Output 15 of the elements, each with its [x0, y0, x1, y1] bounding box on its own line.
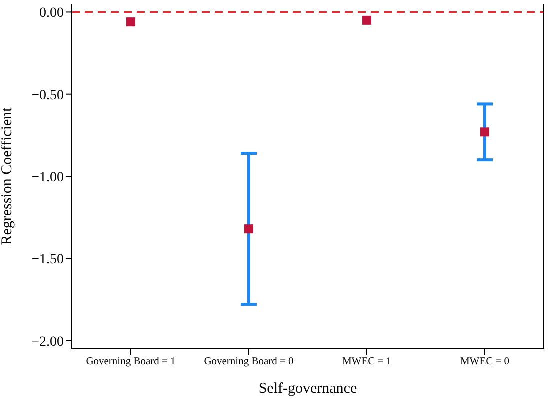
point	[244, 224, 254, 234]
y-tick-label: −2.00	[32, 334, 64, 350]
point	[362, 16, 372, 25]
y-axis-title: Regression Coefficient	[0, 106, 16, 246]
x-axis-title: Self-governance	[258, 381, 358, 397]
point	[126, 18, 136, 27]
x-tick-label: Governing Board = 1	[86, 356, 176, 368]
x-tick-label: MWEC = 1	[342, 356, 392, 368]
x-tick-label: Governing Board = 0	[204, 356, 294, 368]
y-tick-label: −1.50	[32, 252, 64, 268]
y-tick-label: 0.00	[40, 6, 64, 22]
point	[480, 128, 490, 137]
x-tick-label: MWEC = 0	[460, 356, 510, 368]
y-tick-label: −1.00	[32, 170, 64, 186]
y-tick-label: −0.50	[32, 88, 64, 104]
